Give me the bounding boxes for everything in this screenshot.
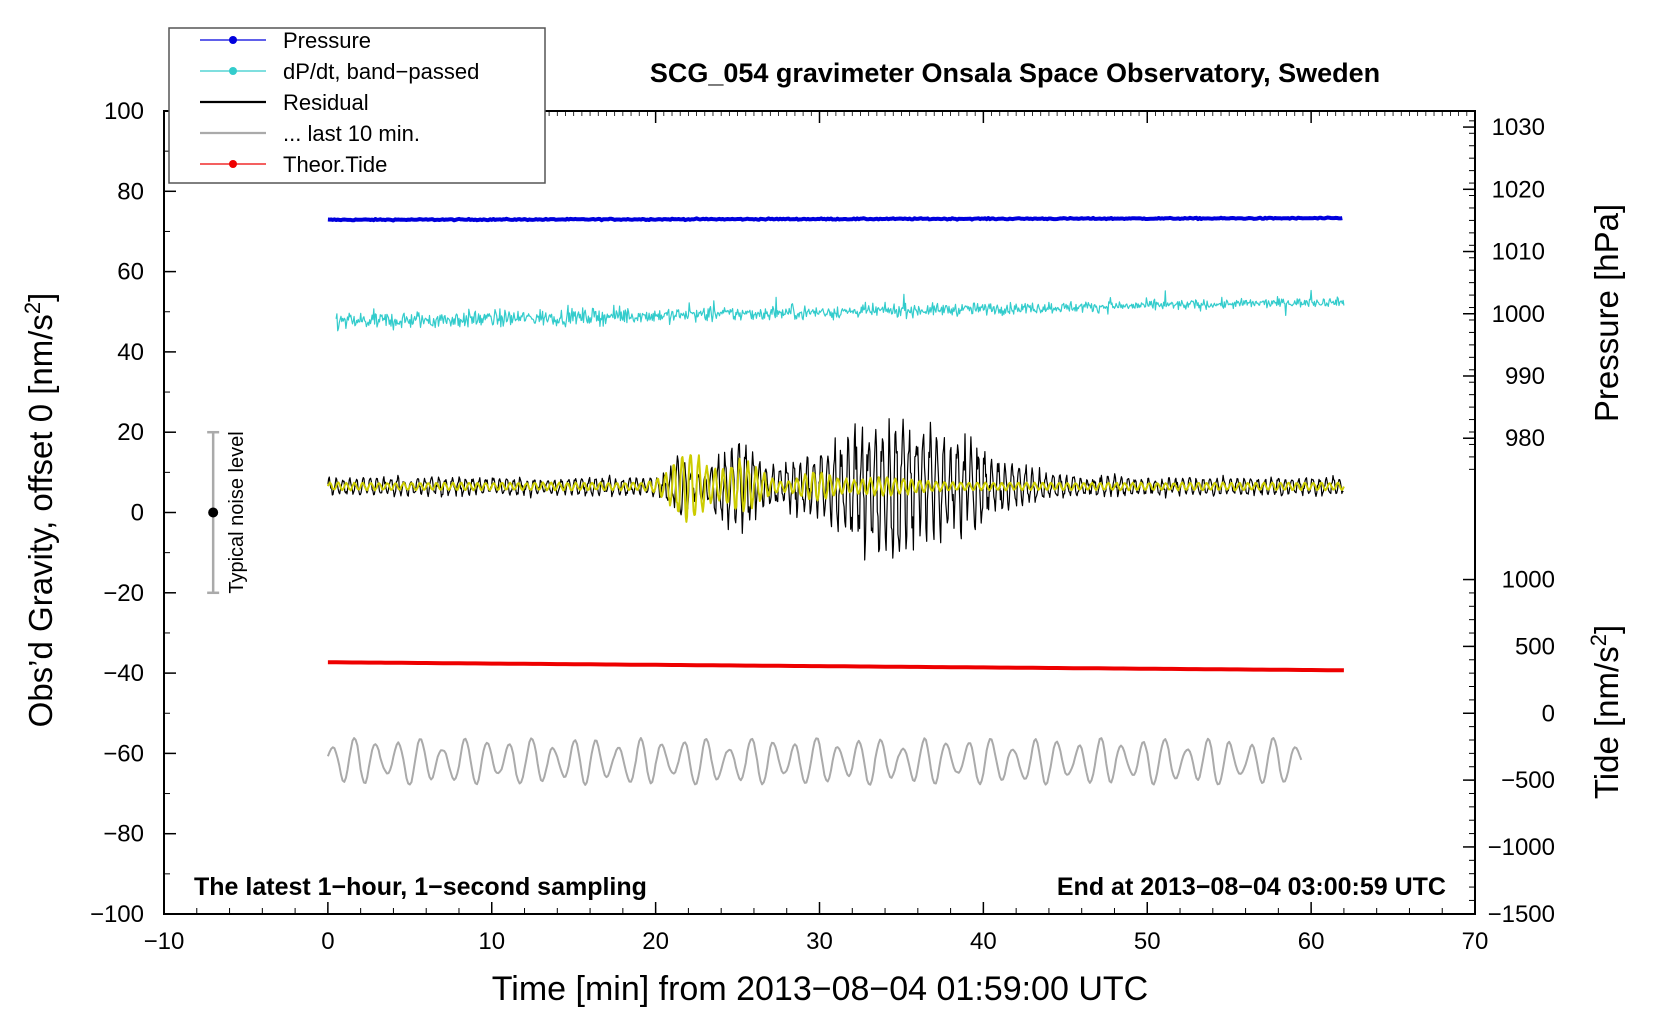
series-line-theoretical-tide (327, 660, 1344, 673)
y-axis-tide-label-text: Tide [nm/s (1588, 646, 1625, 799)
y-axis-pressure-label: Pressure [hPa] (1588, 204, 1625, 422)
legend-label: dP/dt, band−passed (283, 59, 479, 84)
y-left-tick-label: −40 (103, 660, 144, 687)
series-line-pressure (327, 215, 1343, 223)
series-line-dpdt (335, 289, 1345, 332)
legend-items: Pressure dP/dt, band−passed Residual ... la… (200, 28, 479, 177)
series-layer (326, 215, 1345, 786)
legend-label: Pressure (283, 28, 371, 53)
y-left-tick-label: 80 (117, 178, 144, 205)
annotation-end-time: End at 2013−08−04 03:00:59 UTC (1057, 873, 1446, 901)
y-axis-tide-label-exponent: 2 (1586, 634, 1611, 646)
legend-label: ... last 10 min. (283, 121, 420, 146)
x-tick-label: 30 (806, 928, 833, 955)
legend-label: Theor.Tide (283, 152, 387, 177)
y-left-tick-label: −100 (90, 901, 144, 928)
noise-level-label: Typical noise level (226, 431, 248, 593)
y-left-tick-label: 60 (117, 259, 144, 286)
x-tick-label: 60 (1298, 928, 1325, 955)
y-axis-left-label-exponent: 2 (20, 302, 45, 314)
chart-title: SCG_054 gravimeter Onsala Space Observat… (650, 58, 1380, 88)
pressure-tick-label: 990 (1505, 363, 1545, 390)
x-tick-label: 50 (1134, 928, 1161, 955)
x-tick-label: 40 (970, 928, 997, 955)
legend-box (168, 27, 546, 184)
legend-marker (229, 160, 237, 168)
x-tick-label: 20 (642, 928, 669, 955)
x-axis-label: Time [min] from 2013−08−04 01:59:00 UTC (492, 970, 1148, 1008)
y-left-tick-label: 40 (117, 339, 144, 366)
annotation-sampling: The latest 1−hour, 1−second sampling (194, 873, 647, 901)
y-axis-left-label-text: Obs’d Gravity, offset 0 [nm/s (22, 314, 59, 727)
series-line-bandpassed-residual (326, 454, 1345, 523)
y-left-tick-label: −80 (103, 821, 144, 848)
pressure-tick-label: 1010 (1492, 239, 1545, 266)
x-tick-label: 0 (321, 928, 334, 955)
y-left-tick-label: −60 (103, 740, 144, 767)
series-line-residual (327, 418, 1344, 561)
legend: Pressure dP/dt, band−passed Residual ... la… (168, 27, 546, 184)
y-left-tick-label: 100 (104, 98, 144, 125)
tide-tick-label: 0 (1542, 700, 1555, 727)
pressure-tick-label: 1000 (1492, 301, 1545, 328)
pressure-tick-label: 980 (1505, 425, 1545, 452)
y-axis-left-label: Obs’d Gravity, offset 0 [nm/s2] (20, 293, 59, 728)
pressure-tick-label: 1030 (1492, 114, 1545, 141)
x-tick-label: −10 (144, 928, 185, 955)
noise-level-indicator: Typical noise level (207, 430, 248, 595)
tide-tick-label: −500 (1501, 767, 1555, 794)
pressure-tick-label: 1020 (1492, 176, 1545, 203)
tide-tick-label: 500 (1515, 633, 1555, 660)
tide-tick-label: −1500 (1488, 901, 1555, 928)
y-left-tick-label: 20 (117, 419, 144, 446)
y-left-tick-label: −20 (103, 580, 144, 607)
y-axis-tide-label-end: ] (1588, 625, 1625, 634)
legend-label: Residual (283, 90, 369, 115)
ticks-layer: −10 0 10 20 30 40 50 60 70100806040200−20−40−60−… (90, 98, 1555, 955)
noise-level-center-dot (208, 507, 219, 518)
series-line-last-10-min (326, 737, 1303, 786)
legend-marker (229, 36, 237, 44)
y-axis-left-label-end: ] (22, 293, 59, 302)
legend-marker (229, 67, 237, 75)
tide-tick-label: −1000 (1488, 834, 1555, 861)
x-tick-label: 10 (478, 928, 505, 955)
tide-tick-label: 1000 (1502, 567, 1555, 594)
y-left-tick-label: 0 (131, 500, 144, 527)
y-axis-tide-label: Tide [nm/s2] (1586, 625, 1625, 799)
x-tick-label: 70 (1462, 928, 1489, 955)
